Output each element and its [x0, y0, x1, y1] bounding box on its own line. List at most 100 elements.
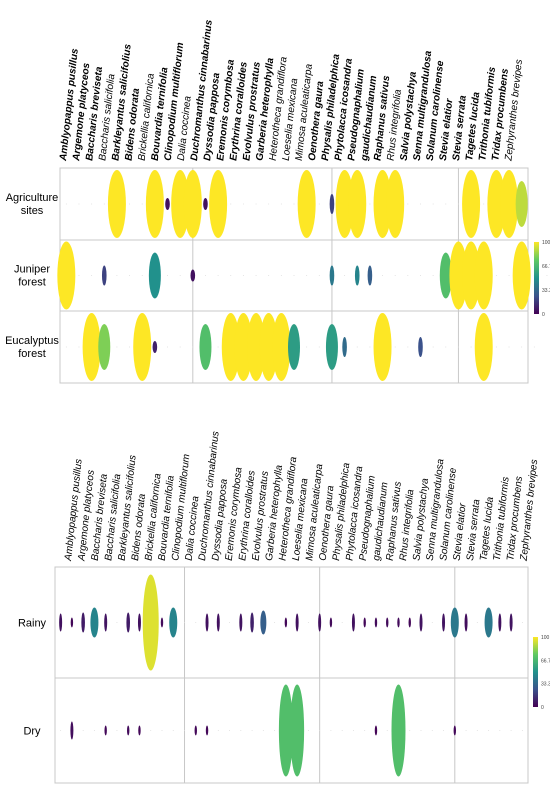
bubble-marker [57, 241, 76, 310]
bubble-marker [318, 613, 322, 632]
bubble-marker [259, 313, 278, 381]
bubble-marker [474, 241, 493, 310]
empty-cell-dot [369, 203, 371, 205]
bubble-marker [297, 170, 316, 238]
empty-cell-dot [161, 730, 163, 731]
bubble-marker [464, 613, 468, 632]
bubble-marker [183, 170, 202, 238]
panel-B-colorbar-tick: 33.3 [541, 682, 550, 688]
bubble-marker [512, 241, 531, 310]
empty-cell-dot [443, 730, 445, 731]
bubble-marker [449, 241, 468, 310]
bubble-marker [295, 613, 299, 632]
bubble-marker [145, 170, 164, 238]
species-label: Zephyranthes brevipes [519, 459, 541, 562]
row-label: Eucalyptus forest [5, 335, 59, 360]
empty-cell-dot [394, 275, 396, 276]
empty-cell-dot [307, 730, 309, 731]
empty-cell-dot [356, 346, 358, 348]
empty-cell-dot [116, 275, 118, 276]
bubble-marker [391, 684, 406, 777]
empty-cell-dot [129, 275, 131, 276]
bubble-marker [272, 313, 291, 381]
empty-cell-dot [262, 730, 264, 731]
empty-cell-dot [242, 275, 244, 276]
empty-cell-dot [318, 346, 320, 348]
empty-cell-dot [419, 203, 421, 205]
empty-cell-dot [352, 730, 354, 731]
empty-cell-dot [184, 730, 186, 731]
empty-cell-dot [116, 622, 118, 623]
empty-cell-dot [319, 730, 321, 731]
bubble-marker [101, 265, 107, 286]
row-label: Rainy [18, 618, 47, 630]
empty-cell-dot [172, 730, 174, 731]
empty-cell-dot [386, 730, 388, 731]
bubble-marker [329, 194, 335, 214]
empty-cell-dot [407, 275, 409, 276]
bubble-marker [363, 617, 366, 628]
empty-cell-dot [495, 275, 497, 276]
bubble-marker [194, 725, 197, 736]
bubble-marker [348, 170, 367, 238]
empty-cell-dot [255, 203, 257, 205]
bubble-marker [82, 313, 101, 381]
bubble-marker [70, 721, 74, 740]
empty-cell-dot [192, 346, 194, 348]
empty-cell-dot [195, 622, 197, 623]
empty-cell-dot [217, 346, 219, 348]
bubble-marker [386, 617, 389, 628]
empty-cell-dot [344, 275, 346, 276]
bubble-marker [450, 607, 459, 638]
panel-A-colorbar [534, 242, 539, 314]
bubble-marker [474, 313, 493, 381]
bubble-marker [104, 613, 108, 632]
empty-cell-dot [431, 622, 433, 623]
bubble-marker [239, 613, 243, 632]
bubble-marker [260, 610, 267, 635]
bubble-marker [127, 725, 130, 736]
empty-cell-dot [229, 730, 231, 731]
bubble-marker [90, 607, 99, 638]
empty-cell-dot [179, 346, 181, 348]
bubble-marker [487, 170, 506, 238]
empty-cell-dot [150, 730, 152, 731]
empty-cell-dot [217, 730, 219, 731]
empty-cell-dot [179, 275, 181, 276]
empty-cell-dot [255, 275, 257, 276]
panel-A-colorbar-tick: 66.7 [542, 264, 550, 270]
bubble-marker [442, 613, 446, 632]
empty-cell-dot [268, 203, 270, 205]
empty-cell-dot [60, 730, 62, 731]
bubble-marker [221, 313, 240, 381]
row-label: Juniper forest [14, 264, 50, 289]
empty-cell-dot [341, 730, 343, 731]
row-label: Agriculture sites [6, 192, 59, 217]
empty-cell-dot [93, 730, 95, 731]
empty-cell-dot [280, 203, 282, 205]
empty-cell-dot [318, 203, 320, 205]
empty-cell-dot [510, 730, 512, 731]
empty-cell-dot [141, 203, 143, 205]
empty-cell-dot [204, 275, 206, 276]
bubble-marker [137, 613, 141, 632]
empty-cell-dot [293, 275, 295, 276]
bubble-marker [329, 265, 335, 286]
bubble-marker [160, 617, 164, 628]
panel-B-colorbar-tick: 100 [541, 635, 550, 641]
bubble-marker [250, 612, 254, 633]
bubble-marker [419, 613, 423, 632]
empty-cell-dot [419, 275, 421, 276]
panel-B-colorbar [533, 637, 538, 707]
bubble-marker [290, 684, 305, 777]
panel-A-colorbar-tick: 33.3 [542, 288, 550, 294]
bubble-marker [418, 337, 423, 357]
empty-cell-dot [307, 622, 309, 623]
row-label: Dry [23, 726, 41, 738]
bubble-marker [374, 617, 378, 628]
panel-B-colorbar-tick: 0 [541, 705, 544, 711]
empty-cell-dot [318, 275, 320, 276]
bubble-marker [462, 170, 481, 238]
empty-cell-dot [457, 346, 459, 348]
empty-cell-dot [116, 730, 118, 731]
